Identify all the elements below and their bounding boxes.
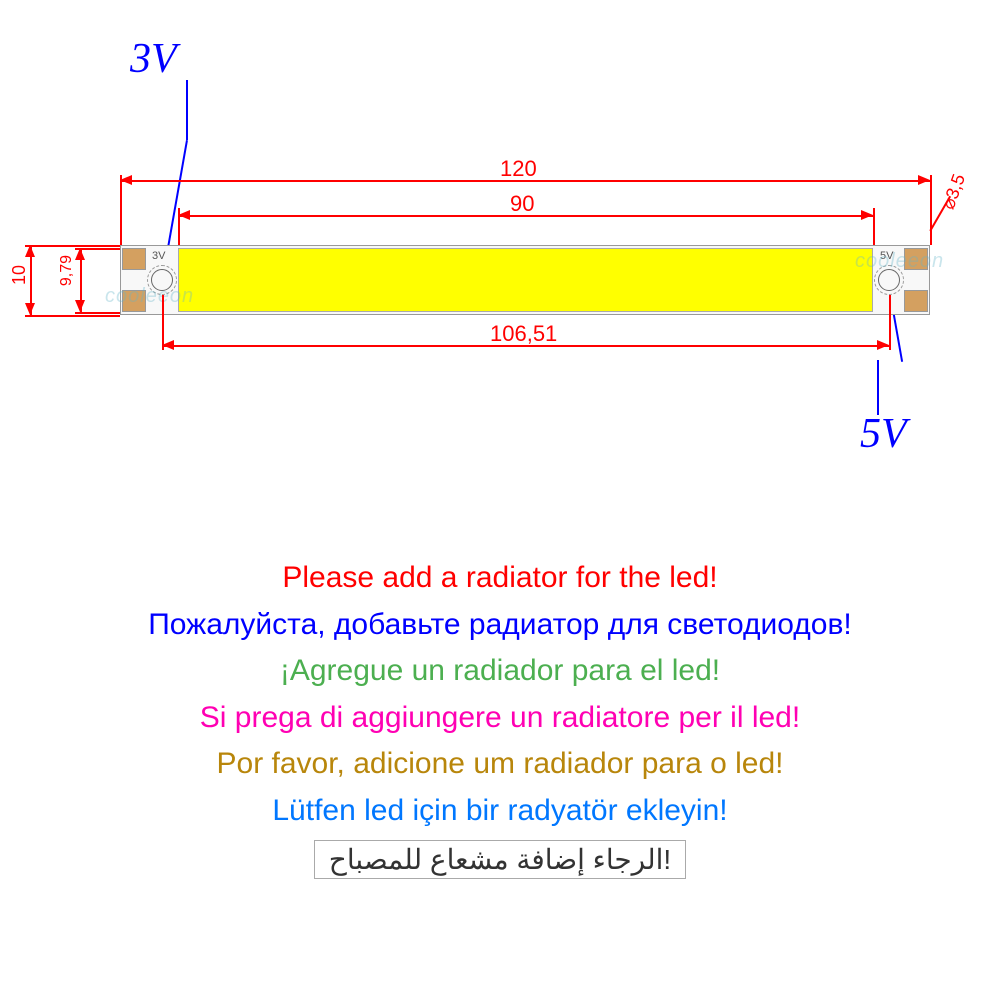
msg-pt: Por favor, adicione um radiador para o l…	[0, 741, 1000, 788]
dim-120: 120	[500, 156, 537, 182]
ext-line	[178, 208, 180, 248]
msg-en: Please add a radiator for the led!	[0, 555, 1000, 602]
dim-10: 10	[9, 265, 30, 285]
dim-arrow	[75, 300, 85, 312]
solder-pad	[904, 290, 928, 312]
msg-ru: Пожалуйста, добавьте радиатор для светод…	[0, 602, 1000, 649]
ext-line	[120, 175, 122, 245]
dim-arrow	[25, 303, 35, 315]
dim-arrow	[25, 245, 35, 257]
ext-line	[162, 295, 164, 350]
dim-arrow	[162, 340, 174, 350]
watermark: cooleeon	[105, 285, 194, 308]
msg-es: ¡Agregue un radiador para el led!	[0, 648, 1000, 695]
ext-line	[75, 248, 120, 250]
leader-line-5v-vert	[877, 360, 879, 415]
dim-10651: 106,51	[490, 321, 557, 347]
technical-diagram: 3V 5V 120 90 ⌀3,5 3V 5V cooleeon cooleeo…	[0, 30, 1000, 480]
dim-arrow	[877, 340, 889, 350]
voltage-5v-label: 5V	[860, 410, 907, 458]
msg-it: Si prega di aggiungere un radiatore per …	[0, 695, 1000, 742]
ext-line	[930, 175, 932, 245]
ext-line	[25, 245, 120, 247]
solder-pad	[122, 248, 146, 270]
dim-arrow	[120, 175, 132, 185]
leader-line-3v-vert	[186, 80, 188, 140]
msg-tr: Lütfen led için bir radyatör ekleyin!	[0, 788, 1000, 835]
dim-arrow	[918, 175, 930, 185]
led-emitting-area	[178, 248, 873, 312]
voltage-3v-label: 3V	[130, 35, 177, 83]
dim-arrow	[861, 210, 873, 220]
ext-line	[873, 208, 875, 248]
ext-line	[25, 315, 120, 317]
dim-90: 90	[510, 191, 534, 217]
dim-979: 9,79	[58, 255, 76, 286]
ext-line	[889, 295, 891, 350]
ext-line	[75, 312, 120, 314]
warning-messages: Please add a radiator for the led! Пожал…	[0, 555, 1000, 879]
msg-ar: !الرجاء إضافة مشعاع للمصباح	[314, 840, 686, 879]
watermark: cooleeon	[855, 250, 944, 273]
dim-arrow	[178, 210, 190, 220]
board-3v-label: 3V	[152, 250, 165, 262]
dim-arrow	[75, 248, 85, 260]
